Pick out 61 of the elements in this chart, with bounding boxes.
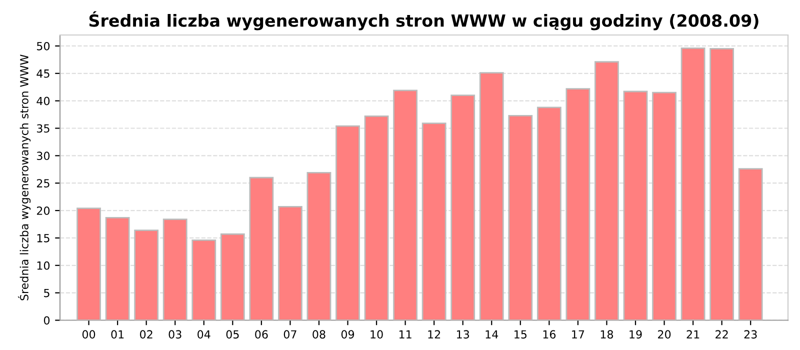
bar xyxy=(162,218,188,320)
y-tick-label: 15 xyxy=(37,234,50,242)
x-tick-label: 03 xyxy=(168,330,182,339)
x-tick-label: 12 xyxy=(428,330,440,338)
y-tick-label: 25 xyxy=(36,179,50,188)
bar xyxy=(710,48,734,320)
x-tick-label: 17 xyxy=(572,330,584,338)
bar xyxy=(652,92,676,320)
x-tick-label: 16 xyxy=(543,330,556,339)
bar xyxy=(566,88,590,320)
y-tick-label: 20 xyxy=(36,206,50,215)
y-tick-label: 30 xyxy=(36,152,50,160)
y-tick-label: 10 xyxy=(37,261,50,270)
x-tick-label: 05 xyxy=(226,330,239,339)
bar xyxy=(336,125,360,320)
x-tick-label: 20 xyxy=(658,330,671,339)
bar xyxy=(278,206,302,320)
x-tick-label: 13 xyxy=(456,330,470,339)
bar xyxy=(450,94,476,320)
x-tick-label: 11 xyxy=(399,330,412,338)
x-tick-label: 09 xyxy=(341,330,354,339)
x-tick-label: 04 xyxy=(198,330,210,339)
bar xyxy=(623,90,648,320)
bar xyxy=(508,114,533,320)
bar xyxy=(364,115,389,320)
y-tick-label: 0 xyxy=(44,316,50,325)
x-tick-label: 21 xyxy=(686,330,700,338)
bar xyxy=(594,61,619,320)
y-tick-label: 35 xyxy=(36,124,50,133)
x-tick-label: 22 xyxy=(716,330,728,338)
chart-title: Średnia liczba wygenerowanych stron WWW w ciągu godziny (2008.09) xyxy=(89,11,758,30)
bar xyxy=(220,233,245,320)
bar xyxy=(680,47,706,320)
x-tick-label: 15 xyxy=(514,330,526,339)
x-tick-label: 14 xyxy=(486,330,498,338)
bar xyxy=(134,230,159,320)
bar xyxy=(536,106,562,320)
bar xyxy=(192,239,216,320)
x-tick-label: 08 xyxy=(312,330,326,339)
bar xyxy=(76,208,101,320)
bar xyxy=(393,90,418,320)
bar xyxy=(738,168,763,320)
bar xyxy=(422,122,446,320)
y-tick-label: 5 xyxy=(44,288,50,298)
y-axis-title: Średnia liczba wygenerowanych stron WWW xyxy=(18,54,31,300)
x-tick-label: 18 xyxy=(600,330,614,339)
x-tick-label: 07 xyxy=(284,330,296,339)
x-tick-label: 00 xyxy=(82,330,96,339)
x-tick-label: 23 xyxy=(744,330,757,339)
x-tick-label: 02 xyxy=(140,330,152,339)
y-tick-label: 45 xyxy=(36,70,50,78)
y-tick-label: 50 xyxy=(36,42,50,50)
bar xyxy=(306,172,332,320)
x-tick-label: 06 xyxy=(255,330,268,339)
x-tick-label: 19 xyxy=(630,330,642,339)
y-tick-label: 40 xyxy=(36,96,50,106)
bar xyxy=(249,176,274,320)
bar xyxy=(479,72,504,320)
x-tick-label: 01 xyxy=(111,330,124,339)
bar xyxy=(105,216,130,320)
x-tick-label: 10 xyxy=(370,330,383,339)
